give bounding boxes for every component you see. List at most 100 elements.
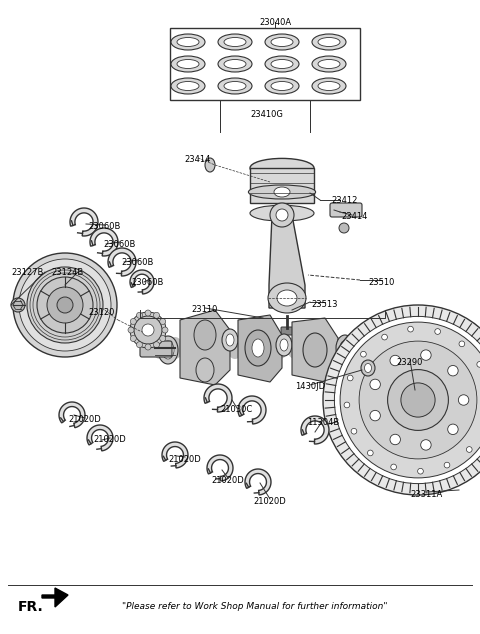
FancyBboxPatch shape bbox=[330, 203, 362, 217]
Polygon shape bbox=[238, 396, 266, 424]
Ellipse shape bbox=[364, 363, 372, 373]
Text: 21020D: 21020D bbox=[69, 415, 101, 424]
Text: 23410G: 23410G bbox=[251, 110, 283, 119]
Ellipse shape bbox=[222, 329, 238, 351]
Polygon shape bbox=[245, 469, 271, 495]
Ellipse shape bbox=[227, 337, 243, 359]
Ellipse shape bbox=[332, 337, 348, 359]
Ellipse shape bbox=[268, 283, 306, 313]
Circle shape bbox=[276, 209, 288, 221]
Circle shape bbox=[128, 327, 134, 333]
Circle shape bbox=[335, 316, 480, 484]
Circle shape bbox=[19, 259, 111, 351]
Ellipse shape bbox=[194, 320, 216, 350]
Circle shape bbox=[160, 318, 166, 325]
Circle shape bbox=[360, 351, 366, 357]
Ellipse shape bbox=[336, 335, 354, 361]
Circle shape bbox=[27, 267, 103, 343]
Ellipse shape bbox=[318, 60, 340, 68]
Text: 23124B: 23124B bbox=[52, 268, 84, 277]
Text: 23060B: 23060B bbox=[132, 278, 164, 287]
Ellipse shape bbox=[158, 336, 178, 364]
Ellipse shape bbox=[318, 37, 340, 46]
Circle shape bbox=[154, 342, 159, 347]
Ellipse shape bbox=[250, 205, 314, 221]
Ellipse shape bbox=[363, 355, 377, 375]
Ellipse shape bbox=[277, 290, 297, 306]
Ellipse shape bbox=[280, 339, 288, 351]
Polygon shape bbox=[70, 208, 98, 236]
Ellipse shape bbox=[171, 34, 205, 50]
Circle shape bbox=[145, 310, 151, 316]
Text: 23290: 23290 bbox=[397, 358, 423, 367]
Ellipse shape bbox=[224, 60, 246, 68]
Ellipse shape bbox=[272, 337, 288, 359]
Text: 11304B: 11304B bbox=[307, 418, 339, 427]
Ellipse shape bbox=[218, 34, 252, 50]
Circle shape bbox=[448, 424, 458, 434]
Ellipse shape bbox=[340, 340, 350, 356]
Ellipse shape bbox=[152, 337, 168, 359]
Circle shape bbox=[467, 446, 472, 452]
Circle shape bbox=[130, 335, 136, 342]
Ellipse shape bbox=[218, 56, 252, 72]
Ellipse shape bbox=[317, 337, 333, 359]
Circle shape bbox=[448, 365, 458, 376]
Ellipse shape bbox=[218, 78, 252, 94]
Ellipse shape bbox=[312, 56, 346, 72]
Ellipse shape bbox=[312, 34, 346, 50]
Circle shape bbox=[390, 434, 400, 444]
Ellipse shape bbox=[265, 78, 299, 94]
Circle shape bbox=[339, 223, 349, 233]
Polygon shape bbox=[87, 425, 113, 451]
Circle shape bbox=[136, 313, 143, 318]
Text: "Please refer to Work Shop Manual for further information": "Please refer to Work Shop Manual for fu… bbox=[122, 602, 388, 611]
Circle shape bbox=[130, 318, 136, 325]
Polygon shape bbox=[59, 402, 85, 428]
Ellipse shape bbox=[287, 337, 303, 359]
Text: 23110: 23110 bbox=[192, 305, 218, 314]
Polygon shape bbox=[108, 248, 136, 276]
Text: 23510: 23510 bbox=[369, 278, 395, 287]
Polygon shape bbox=[292, 318, 338, 382]
Circle shape bbox=[370, 379, 380, 390]
Circle shape bbox=[162, 327, 168, 333]
Circle shape bbox=[130, 312, 166, 348]
Ellipse shape bbox=[171, 78, 205, 94]
Ellipse shape bbox=[249, 185, 316, 199]
Circle shape bbox=[435, 328, 441, 334]
Circle shape bbox=[359, 341, 477, 459]
Text: 23414: 23414 bbox=[342, 212, 368, 221]
Ellipse shape bbox=[271, 37, 293, 46]
Ellipse shape bbox=[226, 334, 234, 346]
Circle shape bbox=[351, 429, 357, 434]
Ellipse shape bbox=[224, 82, 246, 91]
Circle shape bbox=[134, 316, 162, 344]
Text: 23060B: 23060B bbox=[122, 258, 154, 267]
Circle shape bbox=[37, 277, 93, 333]
Text: 23060B: 23060B bbox=[89, 222, 121, 231]
Ellipse shape bbox=[177, 82, 199, 91]
Circle shape bbox=[370, 410, 380, 421]
Ellipse shape bbox=[177, 60, 199, 68]
Ellipse shape bbox=[212, 337, 228, 359]
Ellipse shape bbox=[347, 337, 363, 359]
Ellipse shape bbox=[177, 37, 199, 46]
Ellipse shape bbox=[358, 348, 382, 382]
Ellipse shape bbox=[205, 158, 215, 172]
Ellipse shape bbox=[274, 187, 290, 197]
Text: 23513: 23513 bbox=[312, 300, 338, 309]
Ellipse shape bbox=[196, 358, 214, 382]
Ellipse shape bbox=[271, 60, 293, 68]
Ellipse shape bbox=[276, 334, 292, 356]
Ellipse shape bbox=[245, 330, 271, 366]
Text: 21030C: 21030C bbox=[221, 405, 253, 414]
Ellipse shape bbox=[171, 56, 205, 72]
Ellipse shape bbox=[361, 360, 375, 376]
Ellipse shape bbox=[242, 337, 258, 359]
Circle shape bbox=[444, 462, 450, 468]
Polygon shape bbox=[42, 588, 68, 607]
Circle shape bbox=[408, 327, 413, 332]
Text: 21020D: 21020D bbox=[94, 435, 126, 444]
Ellipse shape bbox=[167, 337, 183, 359]
